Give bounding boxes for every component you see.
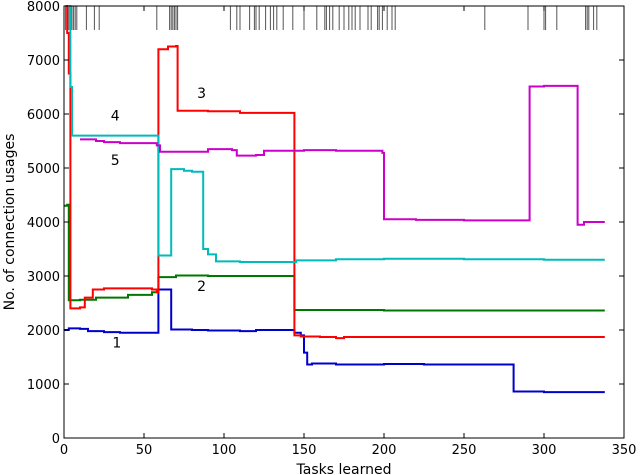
series-annotation-4: 4 [111,108,120,124]
y-tick-label: 1000 [27,378,60,393]
event-marks [65,6,598,30]
x-tick-label: 300 [532,443,557,458]
series-annotation-1: 1 [112,335,121,351]
y-axis-label: No. of connection usages [2,134,18,311]
x-tick-label: 200 [372,443,397,458]
x-tick-label: 100 [212,443,237,458]
series-line-3 [65,5,605,340]
axis-ticks: 0 50 100 150 200 250 300 350 0 1000 2000 3000 4000 50… [27,0,637,458]
x-tick-label: 350 [612,443,637,458]
series-annotations: 1 2 3 4 5 [111,86,206,351]
x-tick-label: 150 [292,443,317,458]
series-annotation-5: 5 [111,153,120,169]
series-lines [64,5,605,394]
series-line-4 [68,5,605,263]
series-annotation-2: 2 [197,279,206,295]
y-tick-label: 6000 [27,108,60,123]
x-axis-label: Tasks learned [296,462,392,475]
y-tick-label: 7000 [27,54,60,69]
x-tick-label: 50 [136,443,153,458]
series-line-1 [64,288,605,394]
y-tick-label: 0 [52,432,60,447]
y-tick-label: 4000 [27,216,60,231]
series-annotation-3: 3 [197,86,206,102]
y-tick-label: 8000 [27,0,60,15]
x-tick-label: 250 [452,443,477,458]
series-line-5 [80,84,605,226]
y-tick-label: 5000 [27,162,60,177]
plot-background [64,6,624,438]
y-tick-label: 3000 [27,270,60,285]
x-tick-label: 0 [60,443,68,458]
y-tick-label: 2000 [27,324,60,339]
